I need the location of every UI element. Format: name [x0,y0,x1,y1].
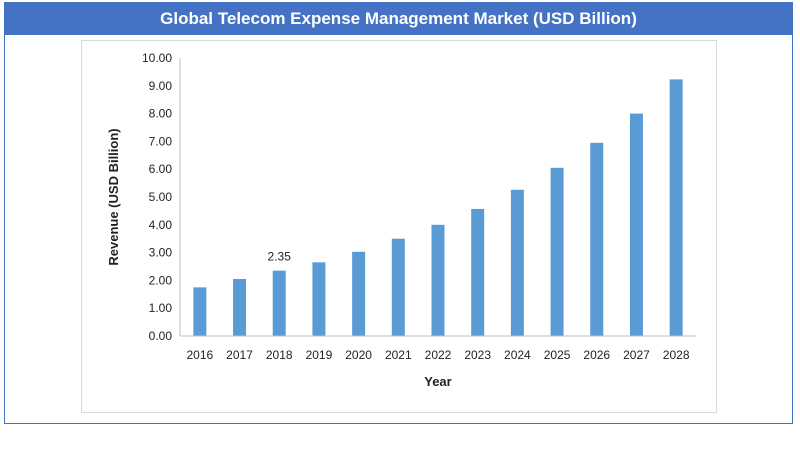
bar-2022 [431,224,445,336]
x-tick-label: 2023 [464,348,491,362]
bar-2023 [471,208,485,336]
x-tick-label: 2024 [504,348,531,362]
y-tick-label: 4.00 [149,218,173,232]
x-tick-label: 2027 [623,348,650,362]
y-tick-label: 1.00 [149,301,173,315]
x-tick-label: 2025 [544,348,571,362]
bar-2027 [629,113,643,336]
x-tick-label: 2028 [663,348,690,362]
bar-2017 [233,279,247,336]
bar-2025 [550,167,564,336]
y-tick-labels: 0.00 1.00 2.00 3.00 4.00 5.00 6.00 7.00 8.00 9.00… [142,51,172,343]
y-tick-label: 10.00 [142,51,172,65]
y-tick-label: 2.00 [149,273,173,287]
x-tick-label: 2017 [226,348,253,362]
x-tick-label: 2020 [345,348,372,362]
bar-2024 [510,189,524,336]
y-tick-label: 6.00 [149,162,173,176]
y-tick-label: 8.00 [149,107,173,121]
y-tick-label: 3.00 [149,246,173,260]
plot-area-border [81,40,717,413]
data-labels: 2.35 [268,250,292,264]
y-tick-label: 7.00 [149,134,173,148]
x-tick-labels: 2016 2017 2018 2019 2020 2021 2022 2023 2024 2025… [186,348,689,362]
bar-2020 [352,251,366,336]
bar-2021 [391,238,405,336]
data-label: 2.35 [268,250,292,264]
x-tick-label: 2021 [385,348,412,362]
x-axis-title: Year [424,374,451,389]
x-tick-label: 2026 [583,348,610,362]
bar-2028 [669,79,683,336]
bars [193,79,683,336]
bar-2016 [193,287,207,336]
chart-frame: Global Telecom Expense Management Market… [4,2,793,424]
chart-title: Global Telecom Expense Management Market… [5,3,792,35]
y-axis-title: Revenue (USD Billion) [106,128,121,265]
x-tick-label: 2019 [306,348,333,362]
y-tick-label: 9.00 [149,79,173,93]
x-tick-label: 2022 [425,348,452,362]
bar-2026 [590,142,604,336]
bar-2019 [312,262,326,336]
y-tick-label: 0.00 [149,329,173,343]
y-tick-label: 5.00 [149,190,173,204]
x-tick-label: 2018 [266,348,293,362]
bar-2018 [272,270,286,336]
x-tick-label: 2016 [186,348,213,362]
